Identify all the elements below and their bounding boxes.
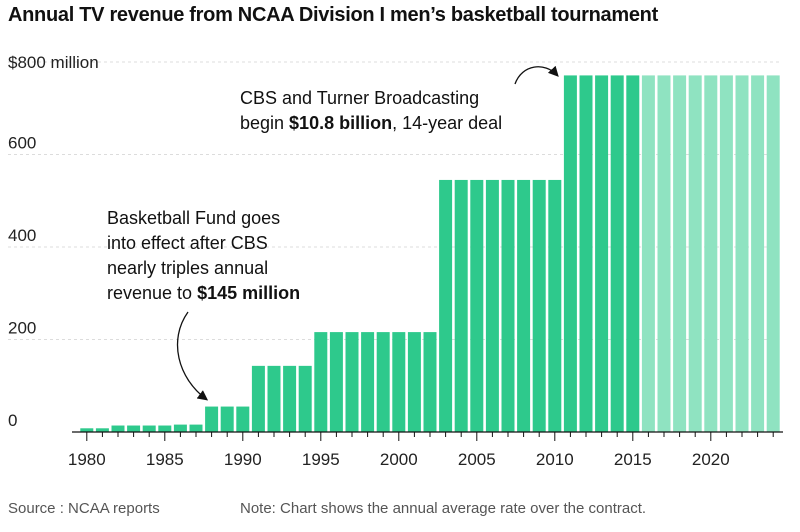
bar-1998 xyxy=(361,332,375,432)
bar-2007 xyxy=(501,179,515,432)
x-tick-label: 2015 xyxy=(614,450,652,469)
bar-1981 xyxy=(95,428,109,432)
bar-1995 xyxy=(314,332,328,432)
bar-2023 xyxy=(751,75,765,432)
bar-2011 xyxy=(563,75,577,432)
bars xyxy=(80,75,780,432)
bar-2019 xyxy=(688,75,702,432)
bar-1990 xyxy=(236,406,250,432)
bar-2021 xyxy=(719,75,733,432)
x-tick-label: 2000 xyxy=(380,450,418,469)
bar-1987 xyxy=(189,424,203,432)
annotation-line: CBS and Turner Broadcasting xyxy=(240,88,479,108)
y-tick-label: 200 xyxy=(8,319,36,338)
source-note: Source : NCAA reports xyxy=(8,500,160,517)
annotation-arrow-fund xyxy=(176,311,209,401)
x-tick-label: 1990 xyxy=(224,450,262,469)
bar-1986 xyxy=(173,424,187,432)
bar-1982 xyxy=(111,425,125,432)
annotation-cbs-turner: CBS and Turner Broadcasting begin $10.8 b… xyxy=(240,88,502,133)
bar-2017 xyxy=(657,75,671,432)
bar-2005 xyxy=(470,179,484,432)
bar-2018 xyxy=(673,75,687,432)
bar-1993 xyxy=(283,365,297,432)
bar-2012 xyxy=(579,75,593,432)
bar-1994 xyxy=(298,365,312,432)
bar-2010 xyxy=(548,179,562,432)
bar-2024 xyxy=(766,75,780,432)
annotation-basketball-fund: Basketball Fund goes into effect after CB… xyxy=(107,208,300,303)
bar-2004 xyxy=(454,179,468,432)
bar-1997 xyxy=(345,332,359,432)
bar-1985 xyxy=(158,425,172,432)
bar-1992 xyxy=(267,365,281,432)
bar-1988 xyxy=(205,406,219,432)
y-tick-label: 600 xyxy=(8,134,36,153)
bar-2013 xyxy=(595,75,609,432)
bar-1996 xyxy=(329,332,343,432)
annotation-line: Basketball Fund goes xyxy=(107,208,280,228)
x-tick-label: 1995 xyxy=(302,450,340,469)
bar-2003 xyxy=(439,179,453,432)
bar-1989 xyxy=(220,406,234,432)
bar-1980 xyxy=(80,428,94,432)
bar-2022 xyxy=(735,75,749,432)
x-tick-label: 2005 xyxy=(458,450,496,469)
annotation-line: revenue to $145 million xyxy=(107,283,300,303)
x-tick-label: 2010 xyxy=(536,450,574,469)
bar-2000 xyxy=(392,332,406,432)
annotation-arrow-cbs xyxy=(514,65,559,85)
bar-1984 xyxy=(142,425,156,432)
y-tick-label: $800 million xyxy=(8,53,99,72)
bar-2008 xyxy=(517,179,531,432)
chart-note: Note: Chart shows the annual average rat… xyxy=(240,500,647,517)
bar-2001 xyxy=(407,332,421,432)
annotation-line: nearly triples annual xyxy=(107,258,268,278)
y-axis-ticks: 0 200 400 600 $800 million xyxy=(8,53,99,430)
bar-2020 xyxy=(704,75,718,432)
bar-2016 xyxy=(641,75,655,432)
bar-2009 xyxy=(532,179,546,432)
annotation-line: into effect after CBS xyxy=(107,233,268,253)
bar-1983 xyxy=(127,425,141,432)
x-tick-label: 2020 xyxy=(692,450,730,469)
annotation-line: begin $10.8 billion, 14-year deal xyxy=(240,113,502,133)
x-axis: 1980 1985 1990 1995 2000 2005 2010 2015 2020 xyxy=(68,431,783,469)
x-tick-label: 1985 xyxy=(146,450,184,469)
bar-1999 xyxy=(376,332,390,432)
y-tick-label: 400 xyxy=(8,226,36,245)
bar-2006 xyxy=(485,179,499,432)
x-tick-label: 1980 xyxy=(68,450,106,469)
bar-2014 xyxy=(610,75,624,432)
bar-1991 xyxy=(251,365,265,432)
chart-title: Annual TV revenue from NCAA Division I m… xyxy=(8,4,658,26)
bar-2015 xyxy=(626,75,640,432)
y-tick-label: 0 xyxy=(8,411,17,430)
bar-2002 xyxy=(423,332,437,432)
